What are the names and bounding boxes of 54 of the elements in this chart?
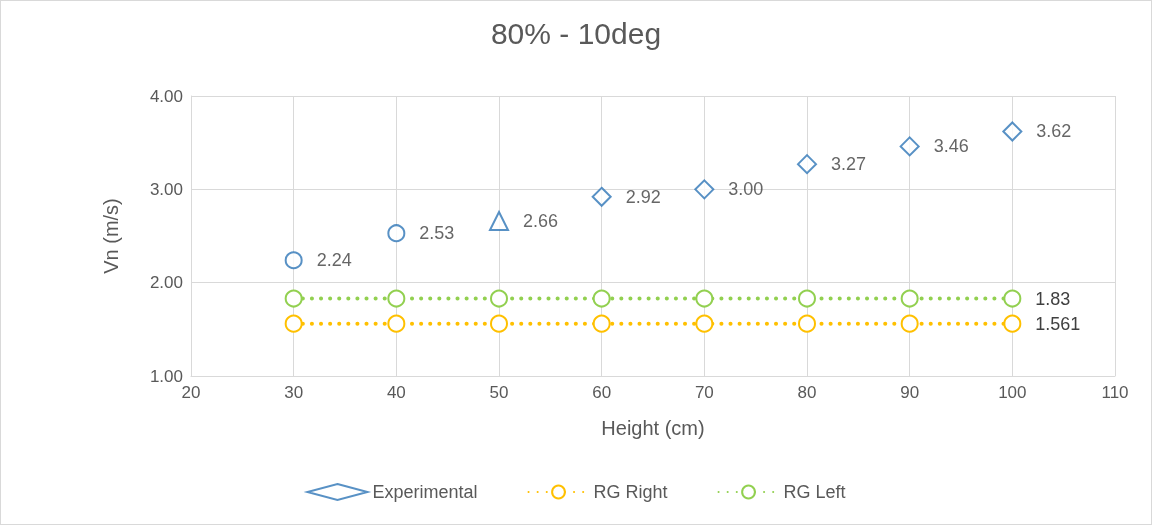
data-label: 3.27 (831, 154, 867, 175)
data-label: 1.561 (1035, 313, 1081, 334)
x-tick-label: 60 (592, 383, 612, 402)
x-tick-label: 30 (284, 383, 304, 402)
x-tick-label: 20 (181, 383, 201, 402)
data-label: 2.24 (316, 250, 352, 271)
point (490, 314, 508, 333)
x-axis-title: Height (cm) (601, 417, 705, 439)
data-label: 3.62 (1036, 121, 1072, 142)
point (695, 314, 714, 333)
point (592, 289, 611, 308)
data-label: 2.92 (625, 186, 661, 207)
point (387, 314, 406, 333)
data-label: 2.66 (523, 211, 559, 232)
point (899, 136, 920, 157)
point (387, 289, 406, 308)
legend-label: RG Right (593, 482, 668, 502)
x-tick-label: 100 (998, 383, 1027, 402)
data-label: 1.83 (1035, 288, 1071, 309)
legend-label: RG Left (783, 482, 846, 502)
y-tick-label: 2.00 (149, 273, 183, 293)
x-tick-label: 50 (489, 383, 509, 402)
point (592, 314, 611, 333)
point (1002, 121, 1023, 142)
point (900, 314, 919, 333)
y-tick-label: 4.00 (149, 86, 183, 106)
point (489, 211, 509, 232)
point (284, 314, 303, 333)
chart-title: 80% - 10deg (490, 16, 662, 50)
point (797, 154, 817, 175)
y-tick-label: 1.00 (149, 366, 183, 386)
point (798, 314, 816, 333)
point (284, 289, 303, 308)
y-axis-title: Vn (m/s) (100, 198, 122, 274)
x-tick-label: 80 (797, 383, 817, 402)
legend-label: Experimental (372, 482, 478, 502)
point (1003, 289, 1022, 308)
point (284, 251, 303, 270)
data-label: 2.53 (419, 223, 455, 244)
point (695, 289, 714, 308)
x-tick-label: 40 (386, 383, 406, 402)
point (591, 186, 612, 207)
point (900, 289, 919, 308)
x-tick-label: 110 (1101, 383, 1129, 402)
data-label: 3.46 (933, 136, 969, 157)
point (798, 289, 816, 308)
x-tick-label: 70 (694, 383, 714, 402)
y-tick-label: 3.00 (149, 179, 183, 199)
point (387, 224, 406, 243)
point (1003, 314, 1022, 333)
point (490, 289, 508, 308)
data-label: 3.00 (728, 179, 764, 200)
point (694, 179, 715, 200)
x-tick-label: 90 (900, 383, 920, 402)
